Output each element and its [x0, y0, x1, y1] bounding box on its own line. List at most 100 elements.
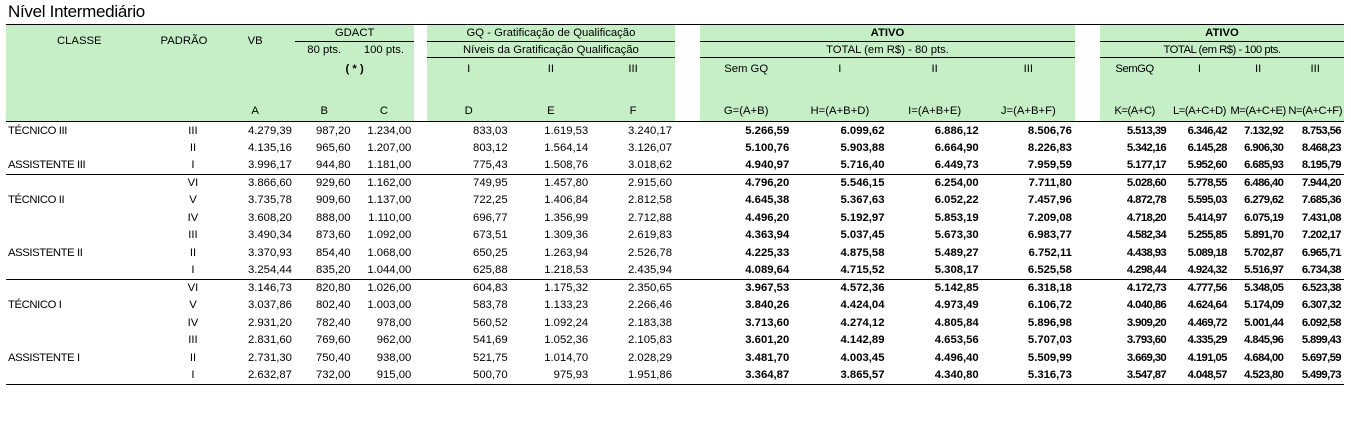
- value-cell: 3.240,17: [628, 124, 672, 137]
- padrao-cell: IV: [187, 211, 199, 224]
- header-gdact-note: ( * ): [345, 62, 364, 75]
- total-100-cell: 7.132,92: [1244, 124, 1284, 137]
- classe-cell: [6, 366, 153, 385]
- value-cell: 915,00: [353, 366, 415, 385]
- total-80-cell: 5.853,19: [934, 211, 979, 224]
- value-cell: 975,93: [510, 366, 592, 385]
- total-80-cell: 6.254,00: [887, 173, 982, 192]
- value-cell: 3.996,17: [247, 159, 292, 171]
- total-80-cell: 3.601,20: [745, 334, 790, 347]
- total-80-cell: 6.664,90: [934, 141, 979, 154]
- table-row: II 4.135,16 965,60 1.207,00 803,12 1.564,14 3.…: [6, 139, 1344, 157]
- value-cell: 541,69: [473, 334, 508, 347]
- total-100-cell: 5.348,05: [1229, 278, 1287, 297]
- value-cell: 962,00: [376, 334, 412, 347]
- value-cell: 696,77: [473, 211, 508, 224]
- classe-cell: TÉCNICO III: [8, 124, 67, 137]
- total-100-cell: 5.414,97: [1187, 211, 1228, 224]
- header-padrao: PADRÃO: [152, 24, 216, 58]
- value-cell: 722,25: [473, 194, 508, 207]
- total-100-cell: 6.523,38: [1286, 278, 1344, 297]
- value-cell: 2.183,38: [628, 316, 672, 329]
- value-cell: 2.526,78: [628, 246, 672, 259]
- value-cell: 3.018,62: [628, 159, 672, 171]
- value-cell: 1.026,00: [353, 278, 415, 297]
- header-gdact: GDACT: [294, 24, 415, 42]
- table-row: ASSISTENTE I II 2.731,30 750,40 938,00 521,75…: [6, 349, 1344, 367]
- total-100-cell: 5.697,59: [1301, 351, 1342, 364]
- total-100-cell: 4.684,00: [1244, 351, 1284, 364]
- header-formula: G=(A+B): [700, 101, 793, 122]
- value-cell: 833,03: [473, 124, 508, 137]
- header-gq-level: III: [628, 62, 638, 75]
- total-100-cell: 5.089,18: [1187, 246, 1228, 259]
- total-80-cell: 5.489,27: [934, 246, 979, 259]
- padrao-cell: II: [189, 351, 197, 364]
- total-80-cell: 6.318,18: [981, 278, 1075, 297]
- total-80-cell: 5.707,03: [1027, 334, 1072, 347]
- header-gdact-100: 100 pts.: [363, 43, 405, 56]
- table-row: TÉCNICO III III 4.279,39 987,20 1.234,00 833,…: [6, 121, 1344, 139]
- total-80-cell: 7.209,08: [1027, 211, 1072, 224]
- total-100-cell: 7.944,20: [1286, 173, 1344, 192]
- total-80-cell: 8.506,76: [1027, 124, 1072, 137]
- header-total-80: TOTAL (em R$) - 80 pts.: [700, 41, 1075, 58]
- value-cell: 1.052,36: [544, 334, 589, 347]
- total-100-cell: 4.924,32: [1187, 264, 1228, 276]
- header-sub-80: III: [1023, 62, 1034, 75]
- value-cell: 888,00: [316, 211, 351, 224]
- total-100-cell: 3.669,30: [1126, 351, 1167, 364]
- value-cell: 1.508,76: [544, 159, 589, 171]
- total-100-cell: 5.513,39: [1126, 124, 1167, 137]
- value-cell: 1.014,70: [544, 351, 589, 364]
- classe-cell: ASSISTENTE I: [8, 351, 80, 364]
- value-cell: 521,75: [473, 351, 508, 364]
- total-100-cell: 4.624,64: [1187, 299, 1228, 312]
- total-80-cell: 4.973,49: [934, 299, 979, 312]
- total-80-cell: 4.940,97: [745, 159, 790, 171]
- total-100-cell: 4.298,44: [1126, 264, 1167, 276]
- padrao-cell: III: [188, 334, 198, 347]
- header-sub-100: III: [1310, 62, 1320, 75]
- value-cell: 3.735,78: [247, 194, 292, 207]
- total-100-cell: 4.438,93: [1126, 246, 1167, 259]
- classe-cell: ASSISTENTE III: [8, 159, 86, 171]
- total-80-cell: 6.052,22: [934, 194, 979, 207]
- value-cell: 1.263,94: [544, 246, 589, 259]
- classe-cell: [6, 262, 153, 280]
- header-formula: I=(A+B+E): [887, 101, 982, 122]
- total-100-cell: 5.174,09: [1244, 299, 1284, 312]
- total-80-cell: 6.752,11: [1028, 246, 1072, 259]
- value-cell: 2.105,83: [628, 334, 672, 347]
- value-cell: 2.435,94: [628, 264, 672, 276]
- value-cell: 1.175,32: [510, 278, 592, 297]
- total-100-cell: 8.753,56: [1301, 124, 1342, 137]
- total-80-cell: 5.308,17: [934, 264, 979, 276]
- total-80-cell: 7.959,59: [1027, 159, 1072, 171]
- total-100-cell: 4.845,96: [1244, 334, 1284, 347]
- table-row: TÉCNICO II V 3.735,78 909,60 1.137,00 722,25 1…: [6, 191, 1344, 209]
- total-80-cell: 3.364,87: [700, 366, 793, 385]
- value-cell: 3.126,07: [628, 141, 672, 154]
- padrao-cell: II: [189, 246, 197, 259]
- value-cell: 782,40: [316, 316, 351, 329]
- value-cell: 500,70: [426, 366, 511, 385]
- value-cell: 750,40: [316, 351, 351, 364]
- total-80-cell: 5.192,97: [840, 211, 885, 224]
- value-cell: 2.350,65: [591, 278, 675, 297]
- total-100-cell: 3.793,60: [1126, 334, 1167, 347]
- total-100-cell: 6.092,58: [1301, 316, 1342, 329]
- value-cell: 583,78: [473, 299, 508, 312]
- classe-cell: [6, 227, 153, 245]
- table-row: III 3.490,34 873,60 1.092,00 673,51 1.309,36 2…: [6, 226, 1344, 245]
- padrao-cell: II: [189, 141, 197, 154]
- header-sub-100: II: [1254, 62, 1262, 75]
- header-letter: E: [510, 101, 592, 122]
- total-80-cell: 5.903,88: [840, 141, 885, 154]
- table-row: IV 2.931,20 782,40 978,00 560,52 1.092,24 2.18…: [6, 314, 1344, 332]
- total-80-cell: 5.037,45: [840, 229, 885, 242]
- total-100-cell: 8.195,79: [1301, 159, 1342, 171]
- total-100-cell: 5.899,43: [1301, 334, 1342, 347]
- header-sub-80: II: [931, 62, 938, 75]
- value-cell: 1.457,80: [510, 173, 592, 192]
